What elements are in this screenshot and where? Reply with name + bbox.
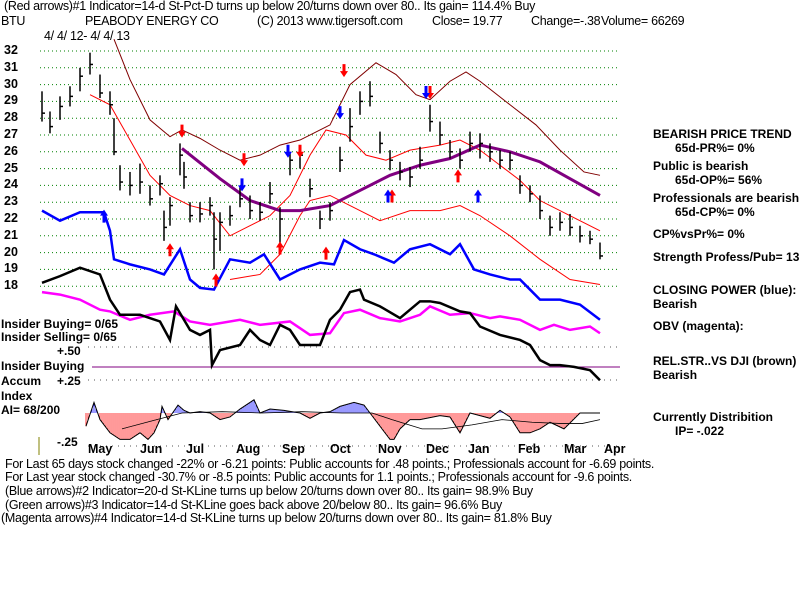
close-price: Close= 19.77	[432, 14, 503, 28]
accum-label: Accum	[1, 374, 42, 388]
arrow-up-icon	[474, 189, 482, 203]
cp-vs-pr: CP%vsPr%= 0%	[653, 227, 745, 241]
arrow-down-icon	[284, 144, 292, 158]
arrow-up-icon	[212, 273, 220, 287]
change: Change=-.38	[531, 14, 601, 28]
y-tick-label: 31	[4, 59, 18, 74]
distribution-status: Currently Distribition	[653, 410, 774, 424]
obv-line	[41, 290, 601, 337]
month-label: Sep	[282, 442, 305, 456]
arrow-down-icon	[240, 153, 248, 167]
y-tick-label: 19	[4, 261, 18, 276]
y-tick-label: 18	[4, 278, 18, 293]
strength-ratio: Strength Profess/Pub= 13	[653, 250, 800, 264]
pr-value: 65d-PR%= 0%	[675, 141, 755, 155]
y-tick-label: 20	[4, 244, 18, 259]
red-arrows-indicator: (Red arrows)#1 Indicator=14-d St-Pct-D t…	[4, 0, 536, 13]
ai-score: AI= 68/200	[1, 403, 61, 417]
month-label: Mar	[564, 442, 587, 456]
y-tick-label: 32	[4, 43, 18, 57]
accum-index-line	[85, 399, 600, 441]
relstr-state: Bearish	[653, 368, 698, 382]
month-label: Dec	[426, 442, 449, 456]
ai-level-plus50: +.50	[57, 344, 81, 358]
y-tick-label: 22	[4, 211, 18, 225]
index-label: Index	[1, 389, 33, 403]
company-name: PEABODY ENERGY CO	[85, 14, 219, 28]
arrow-up-icon	[100, 209, 108, 223]
footer-year-summary: For Last year stock changed -30.7% or -8…	[5, 470, 632, 484]
arrow-up-icon	[276, 241, 284, 255]
y-tick-label: 27	[4, 127, 18, 141]
arrow-down-icon	[238, 178, 246, 192]
month-label: Jul	[186, 442, 205, 456]
y-tick-label: 24	[4, 177, 18, 192]
y-tick-label: 28	[4, 110, 18, 125]
closing-power-line	[41, 209, 601, 321]
arrow-up-icon	[384, 189, 392, 203]
y-tick-label: 26	[4, 143, 18, 158]
blue-arrows-indicator: (Blue arrows)#2 Indicator=20-d St-KLine …	[5, 484, 533, 498]
y-tick-label: 25	[4, 160, 18, 175]
y-tick-label: 21	[4, 227, 18, 242]
arrow-down-icon	[422, 86, 430, 99]
public-status: Public is bearish	[653, 159, 749, 173]
date-range: 4/ 4/ 12- 4/ 4/ 13	[44, 29, 130, 43]
lower-band-line	[229, 194, 601, 286]
relstr-label: REL.STR..VS DJI (brown)	[653, 354, 797, 368]
month-label: Aug	[236, 442, 261, 456]
ai-level-minus25: -.25	[57, 435, 78, 449]
arrow-down-icon	[336, 106, 344, 120]
month-label: Jun	[140, 442, 163, 456]
ip-value: IP= -.022	[675, 424, 725, 438]
arrow-up-icon	[322, 246, 330, 260]
month-label: Apr	[604, 442, 626, 456]
professionals-status: Professionals are bearish	[653, 191, 800, 205]
cp-value: 65d-CP%= 0%	[675, 205, 755, 219]
closing-power-state: Bearish	[653, 297, 698, 311]
magenta-arrows-indicator: (Magenta arrows)#4 Indicator=14-d St-KLi…	[1, 511, 552, 525]
insider-buying-line-label: Insider Buying	[1, 359, 85, 373]
obv-label: OBV (magenta):	[653, 319, 744, 333]
relative-strength-line	[41, 266, 601, 382]
arrow-up-icon	[166, 243, 174, 257]
insider-buying-count: Insider Buying= 0/65	[1, 317, 119, 331]
green-arrows-indicator: (Green arrows)#3 Indicator=14-d St-KLine…	[5, 498, 502, 512]
y-tick-label: 30	[4, 76, 18, 91]
month-label: May	[88, 442, 113, 456]
ai-level-plus25: +.25	[57, 374, 81, 388]
month-label: Oct	[330, 442, 351, 456]
copyright: (C) 2013 www.tigersoft.com	[257, 14, 403, 28]
arrow-up-icon	[454, 169, 462, 183]
arrow-down-icon	[296, 144, 304, 158]
trend-title: BEARISH PRICE TREND	[653, 127, 792, 141]
month-label: Feb	[518, 442, 541, 456]
month-label: Nov	[378, 442, 402, 456]
y-tick-label: 29	[4, 93, 18, 108]
accum-index-ma-line	[121, 411, 601, 430]
upper-outer-band-line	[113, 39, 601, 176]
closing-power-label: CLOSING POWER (blue):	[653, 283, 797, 297]
arrow-down-icon	[178, 124, 186, 138]
op-value: 65d-OP%= 56%	[675, 173, 763, 187]
arrow-down-icon	[340, 64, 348, 78]
footer-65day-summary: For Last 65 days stock changed -22% or -…	[5, 457, 654, 471]
y-tick-label: 23	[4, 194, 18, 209]
month-label: Jan	[468, 442, 490, 456]
ticker: BTU	[1, 14, 26, 28]
insider-selling-count: Insider Selling= 0/65	[1, 330, 117, 344]
volume: Volume= 66269	[601, 14, 685, 28]
